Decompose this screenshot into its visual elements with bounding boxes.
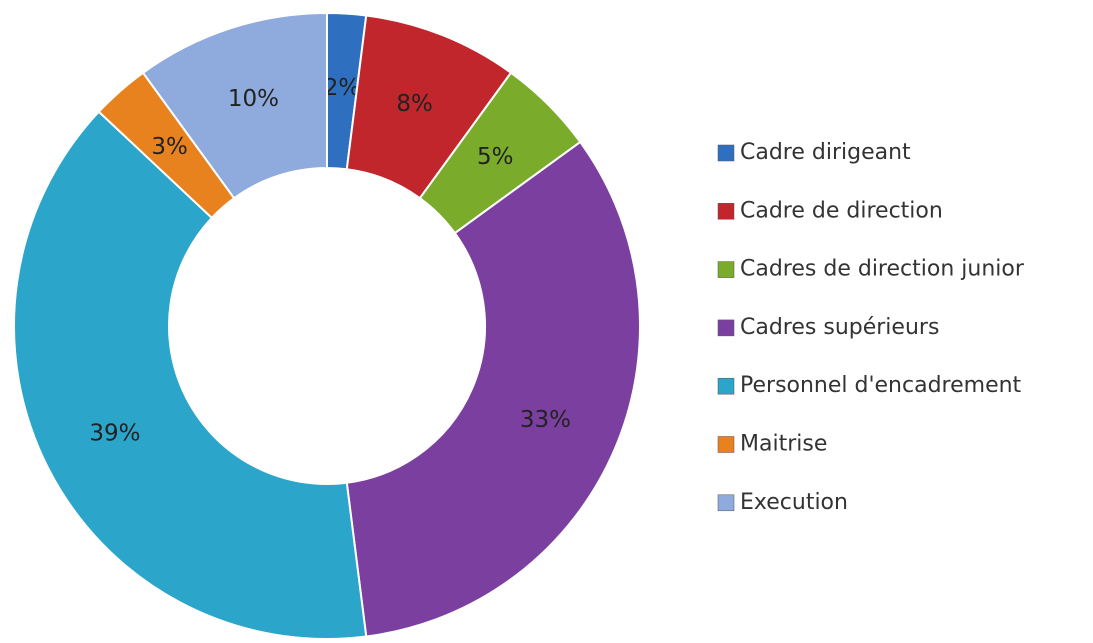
legend-label: Cadre dirigeant — [740, 140, 911, 165]
legend-label: Cadres de direction junior — [740, 257, 1025, 282]
legend-label: Cadre de direction — [740, 198, 943, 223]
value-label: 5% — [477, 144, 514, 170]
value-label: 2% — [324, 75, 361, 101]
value-label: 8% — [396, 91, 433, 117]
value-label: 39% — [89, 421, 140, 447]
legend-swatch — [717, 377, 735, 395]
slice — [141, 11, 328, 200]
legend-label: Maitrise — [740, 432, 827, 457]
legend-label: Cadres supérieurs — [740, 315, 939, 340]
legend-label: Personnel d'encadrement — [740, 373, 1022, 398]
value-label: 3% — [151, 134, 188, 160]
value-label: 10% — [228, 86, 279, 112]
legend-swatch — [717, 203, 735, 220]
legend-swatch — [717, 436, 735, 453]
legend-label: Execution — [740, 490, 848, 515]
legend-swatch — [717, 261, 735, 278]
legend-swatch — [717, 319, 735, 337]
slice — [345, 140, 641, 638]
legend-swatch — [717, 494, 735, 512]
legend-swatch — [717, 144, 735, 162]
value-label: 33% — [520, 407, 571, 433]
slice — [13, 110, 368, 640]
